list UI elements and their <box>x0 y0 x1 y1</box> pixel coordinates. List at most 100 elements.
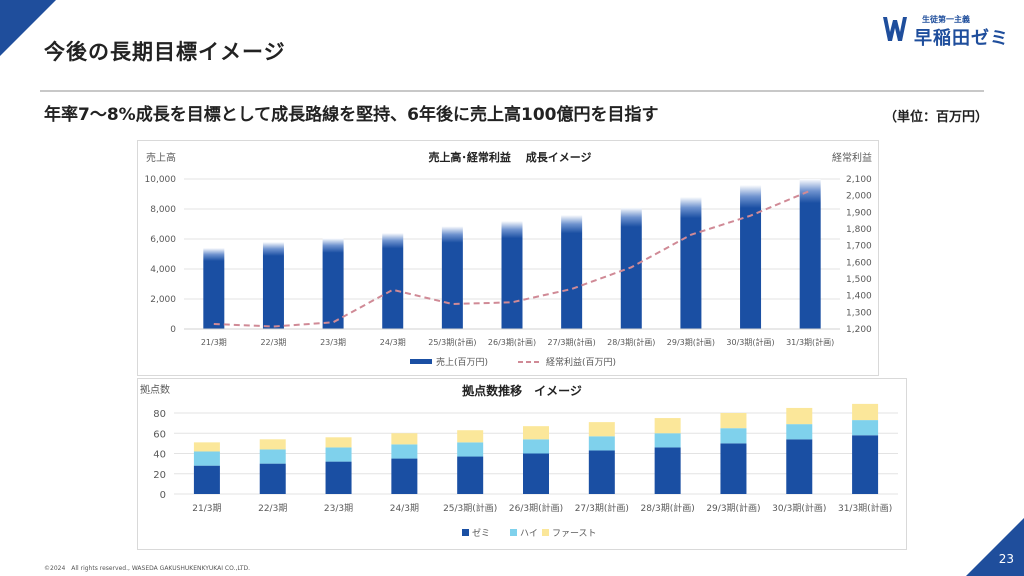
bar-sales <box>262 242 284 329</box>
bar-sales <box>501 221 523 329</box>
x-tick-label: 28/3期(計画) <box>641 502 695 514</box>
bar-segment-first <box>654 418 681 434</box>
bar-sales <box>740 185 762 329</box>
locations-chart-svg: 0 20 40 60 80 拠点数 拠点数推移 イメージ 21/3期 22/3期 23/3期 24/… <box>140 383 898 539</box>
x-tick-label: 25/3期(計画) <box>443 502 497 514</box>
y2-tick-label: 1,400 <box>846 292 872 302</box>
x-tick-label: 27/3期(計画) <box>548 337 596 347</box>
y2-tick-label: 1,300 <box>846 308 872 318</box>
x-tick-label: 21/3期 <box>192 503 221 514</box>
bar-segment-zemi <box>259 463 286 494</box>
bar-segment-zemi <box>654 447 681 494</box>
sales-profit-chart: 0 2,000 4,000 6,000 8,000 10,000 1,200 1,300 1,4… <box>137 140 879 376</box>
x-tick-label: 22/3期 <box>258 503 287 514</box>
x-tick-label: 21/3期 <box>201 338 227 347</box>
x-tick-label: 22/3期 <box>260 338 286 347</box>
x-tick-label: 24/3期 <box>380 338 406 347</box>
y-tick-label: 2,000 <box>150 295 176 305</box>
y2-tick-label: 2,100 <box>846 175 872 185</box>
bar-segment-hai <box>720 428 747 444</box>
bar-segment-zemi <box>852 435 879 494</box>
legend-swatch-sales <box>410 359 432 364</box>
legend-swatch-hai <box>510 529 517 536</box>
chart-title: 拠点数推移 イメージ <box>462 383 582 398</box>
bar-segment-hai <box>457 442 484 457</box>
logo-tagline: 生徒第一主義 <box>922 15 970 24</box>
y2-tick-label: 1,500 <box>846 275 872 285</box>
x-tick-label: 30/3期(計画) <box>726 337 774 347</box>
x-tick-label: 28/3期(計画) <box>607 337 655 347</box>
legend-label-zemi: ゼミ <box>472 527 490 539</box>
x-tick-label: 25/3期(計画) <box>428 337 476 347</box>
bar-segment-hai <box>193 451 220 466</box>
bar-segment-first <box>588 422 615 437</box>
page-number: 23 <box>998 552 1014 566</box>
x-tick-label: 24/3期 <box>390 503 419 514</box>
corner-decoration-top-left <box>0 0 56 56</box>
x-tick-label: 23/3期 <box>324 503 353 514</box>
bar-sales <box>799 179 821 329</box>
y-tick-label: 60 <box>153 429 166 440</box>
x-tick-label: 23/3期 <box>320 338 346 347</box>
y-tick-label: 80 <box>153 409 166 420</box>
bar-segment-first <box>720 413 747 429</box>
y-tick-label: 4,000 <box>150 265 176 275</box>
bar-segment-zemi <box>720 443 747 494</box>
y2-tick-label: 1,600 <box>846 258 872 268</box>
bar-segment-first <box>259 439 286 450</box>
legend-label-sales: 売上(百万円) <box>436 356 488 368</box>
x-tick-label: 27/3期(計画) <box>575 502 629 514</box>
copyright-notice: ©2024 All rights reserved., WASEDA GAKUS… <box>44 565 251 572</box>
bar-segment-zemi <box>523 453 549 494</box>
bar-sales <box>561 215 583 329</box>
legend-label-profit: 経常利益(百万円) <box>546 356 616 368</box>
bar-segment-zemi <box>457 456 484 494</box>
y-tick-label: 10,000 <box>145 175 177 185</box>
bar-segment-hai <box>523 439 549 454</box>
bar-segment-zemi <box>193 465 220 494</box>
x-tick-label: 29/3期(計画) <box>667 337 715 347</box>
line-profit <box>213 189 811 328</box>
x-tick-label: 31/3期(計画) <box>838 502 892 514</box>
x-tick-label: 26/3期(計画) <box>488 337 536 347</box>
bar-segment-first <box>391 433 418 445</box>
bar-segment-first <box>523 426 549 440</box>
y-tick-label: 0 <box>170 325 176 335</box>
bar-segment-hai <box>588 436 615 451</box>
x-tick-label: 30/3期(計画) <box>772 502 826 514</box>
locations-chart: 0 20 40 60 80 拠点数 拠点数推移 イメージ 21/3期 22/3期 23/3期 24/… <box>137 378 907 550</box>
legend-label-first: ファースト <box>552 529 597 539</box>
bar-segment-hai <box>786 424 813 440</box>
bar-segment-zemi <box>391 458 418 494</box>
bar-segment-hai <box>654 433 681 448</box>
bar-segment-hai <box>259 449 286 464</box>
y-tick-label: 20 <box>153 470 166 481</box>
legend-swatch-first <box>542 529 549 536</box>
sales-profit-chart-svg: 0 2,000 4,000 6,000 8,000 10,000 1,200 1,300 1,4… <box>145 150 873 368</box>
bar-segment-first <box>325 437 352 448</box>
y-tick-label: 40 <box>153 450 166 461</box>
bar-sales <box>680 197 702 329</box>
logo-name: 早稲田ゼミ <box>914 28 1009 49</box>
slide-subtitle: 年率7～8%成長を目標として成長路線を堅持、6年後に売上高100億円を目指す <box>44 105 659 125</box>
bar-sales <box>322 238 344 329</box>
y-axis-label: 拠点数 <box>140 383 170 396</box>
bar-sales <box>382 233 404 329</box>
x-tick-label: 29/3期(計画) <box>706 502 760 514</box>
logo-mark-icon <box>883 17 907 41</box>
bar-segment-first <box>457 430 484 443</box>
y2-tick-label: 1,200 <box>846 325 872 335</box>
slide-title: 今後の長期目標イメージ <box>44 40 286 64</box>
bar-segment-zemi <box>588 450 615 494</box>
legend-swatch-zemi <box>462 529 469 536</box>
y2-axis-label: 経常利益 <box>832 151 872 164</box>
bar-sales <box>203 248 225 329</box>
bar-segment-hai <box>852 420 879 436</box>
legend-label-hai: ハイ <box>520 529 538 539</box>
title-divider <box>40 90 984 92</box>
bar-segment-hai <box>391 444 418 459</box>
corner-decoration-bottom-right <box>966 518 1024 576</box>
y-tick-label: 6,000 <box>150 235 176 245</box>
chart-title: 売上高･経常利益 成長イメージ <box>428 150 591 164</box>
bar-segment-first <box>193 442 220 452</box>
